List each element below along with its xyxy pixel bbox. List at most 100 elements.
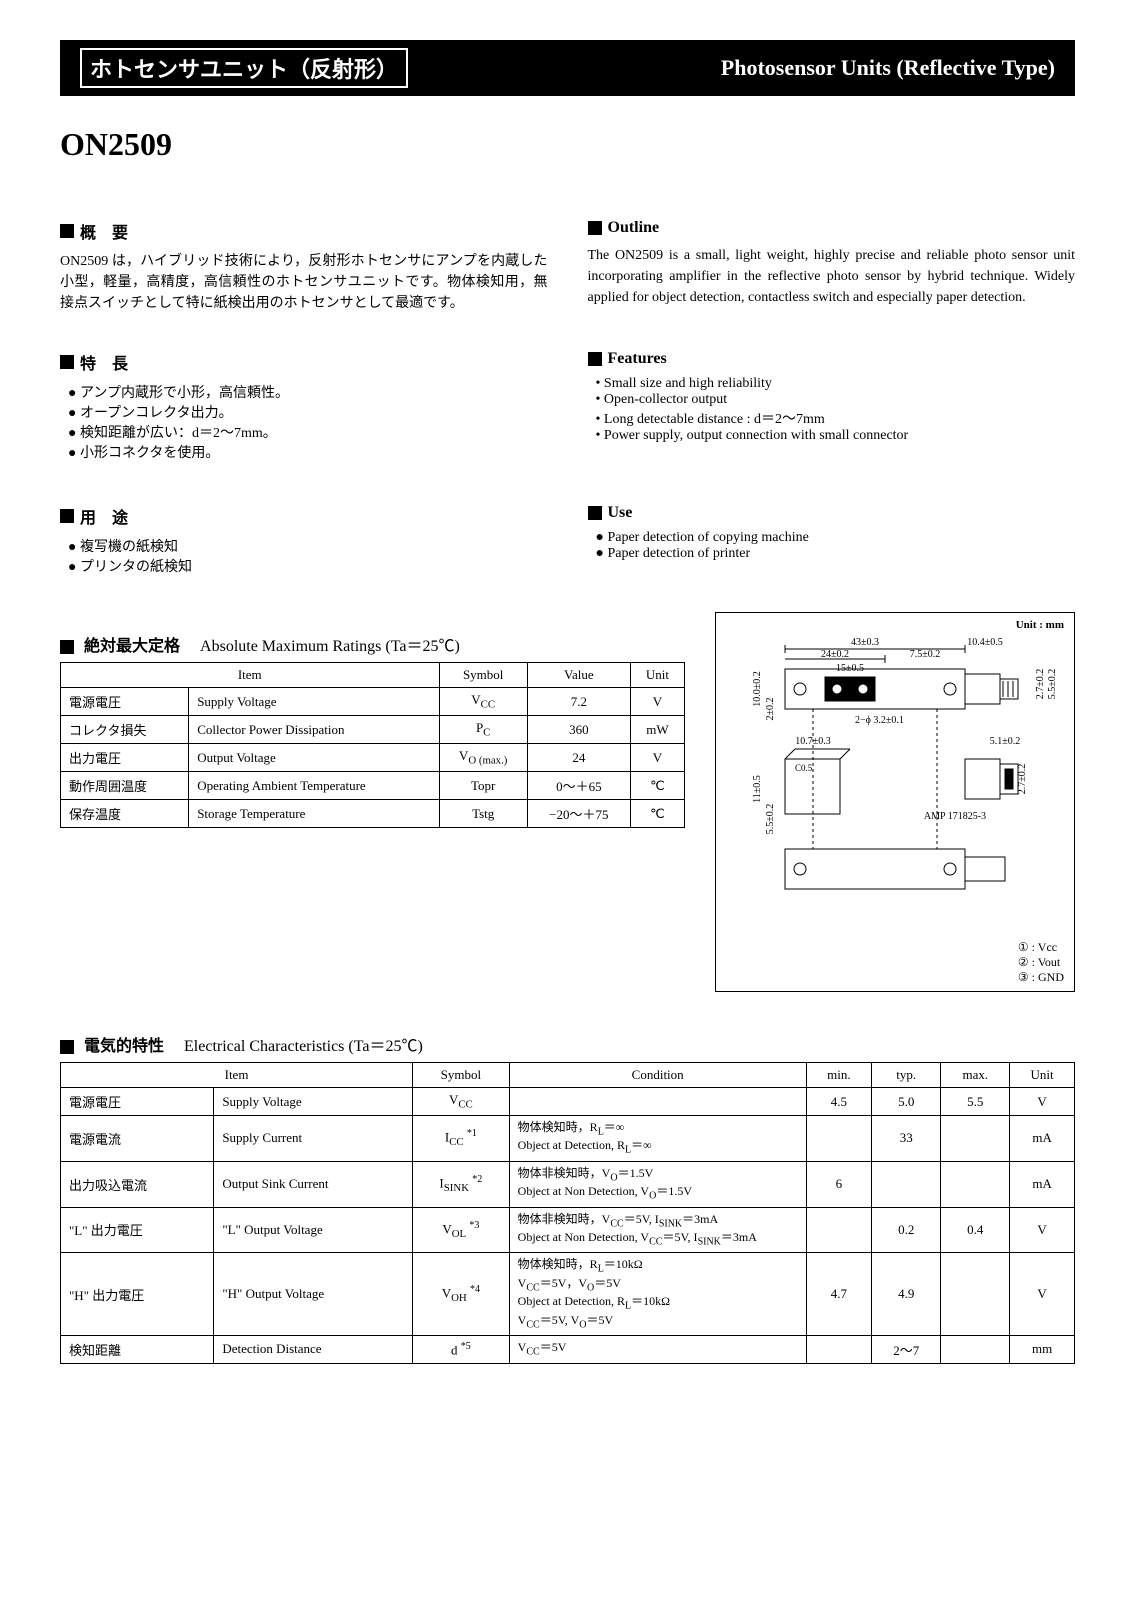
cell-unit: V (1010, 1088, 1075, 1116)
list-item: Paper detection of printer (596, 546, 1076, 562)
list-item: プリンタの紙検知 (68, 556, 548, 576)
list-item: 検知距離が広い：d＝2～7mm。 (68, 422, 548, 442)
pin-legend: ① : Vcc ② : Vout ③ : GND (1018, 940, 1064, 985)
cell-value: 7.2 (527, 688, 630, 716)
cell-max (941, 1335, 1010, 1363)
svg-text:5.5±0.2: 5.5±0.2 (1047, 669, 1058, 700)
svg-text:24±0.2: 24±0.2 (821, 649, 849, 660)
list-item: Open-collector output (596, 392, 1076, 408)
svg-text:5.5±0.2: 5.5±0.2 (765, 804, 776, 835)
th-value: Value (527, 663, 630, 688)
cell-condition: 物体非検知時，VO＝1.5VObject at Non Detection, V… (509, 1161, 806, 1207)
list-item: アンプ内蔵形で小形，高信頼性。 (68, 382, 548, 402)
table-row: 出力吸込電流Output Sink CurrentISINK *2物体非検知時，… (61, 1161, 1075, 1207)
outline-jp-title: 概 要 (60, 219, 548, 243)
cell-symbol: VCC (413, 1088, 510, 1116)
table-row: 動作周囲温度Operating Ambient TemperatureTopr0… (61, 772, 685, 800)
cell-jp: 検知距離 (61, 1335, 214, 1363)
svg-text:2±0.2: 2±0.2 (765, 698, 776, 721)
cell-unit: ℃ (630, 800, 684, 828)
cell-symbol: Topr (439, 772, 527, 800)
list-item: Long detectable distance : d＝2～7mm (596, 408, 1076, 428)
features-jp-title: 特 長 (60, 350, 548, 374)
cell-typ: 0.2 (872, 1207, 941, 1253)
table-row: 電源電圧Supply VoltageVCC7.2V (61, 688, 685, 716)
header-en: Photosensor Units (Reflective Type) (721, 55, 1055, 81)
features-jp-list: アンプ内蔵形で小形，高信頼性。 オープンコレクタ出力。 検知距離が広い：d＝2～… (60, 382, 548, 462)
cell-typ: 5.0 (872, 1088, 941, 1116)
cell-jp: "L" 出力電圧 (61, 1207, 214, 1253)
svg-text:7.5±0.2: 7.5±0.2 (910, 649, 941, 660)
diagram-unit-label: Unit : mm (1016, 619, 1064, 631)
cell-condition: 物体検知時，RL＝10kΩVCC＝5V，VO＝5VObject at Detec… (509, 1253, 806, 1336)
table-row: "H" 出力電圧"H" Output VoltageVOH *4物体検知時，RL… (61, 1253, 1075, 1336)
cell-en: Output Voltage (189, 744, 439, 772)
use-row: 用 途 複写機の紙検知 プリンタの紙検知 Use Paper detection… (60, 488, 1075, 582)
outline-en-title: Outline (588, 219, 1076, 237)
table-row: "L" 出力電圧"L" Output VoltageVOL *3物体非検知時，V… (61, 1207, 1075, 1253)
list-item: Power supply, output connection with sma… (596, 428, 1076, 444)
cell-typ: 33 (872, 1116, 941, 1162)
cell-en: Storage Temperature (189, 800, 439, 828)
th-unit: Unit (630, 663, 684, 688)
cell-condition: 物体非検知時，VCC＝5V, ISINK＝3mAObject at Non De… (509, 1207, 806, 1253)
absmax-title-en: Absolute Maximum Ratings (Ta＝25℃) (200, 638, 460, 655)
list-item: 小形コネクタを使用。 (68, 442, 548, 462)
cell-en: "H" Output Voltage (214, 1253, 413, 1336)
cell-en: Supply Current (214, 1116, 413, 1162)
cell-typ (872, 1161, 941, 1207)
th-min: min. (806, 1063, 871, 1088)
cell-min: 6 (806, 1161, 871, 1207)
cell-symbol: VCC (439, 688, 527, 716)
cell-unit: V (1010, 1253, 1075, 1336)
cell-symbol: ICC *1 (413, 1116, 510, 1162)
absmax-table: Item Symbol Value Unit 電源電圧Supply Voltag… (60, 662, 685, 828)
svg-text:AMP 171825-3: AMP 171825-3 (924, 811, 986, 822)
features-en-list: Small size and high reliability Open-col… (588, 376, 1076, 444)
table-row: 検知距離Detection Distanced *5VCC＝5V2～7mm (61, 1335, 1075, 1363)
th-item: Item (61, 663, 440, 688)
svg-text:11±0.5: 11±0.5 (752, 775, 763, 803)
pin-1: ① : Vcc (1018, 940, 1064, 955)
cell-jp: "H" 出力電圧 (61, 1253, 214, 1336)
cell-unit: mW (630, 716, 684, 744)
features-jp-col: 特 長 アンプ内蔵形で小形，高信頼性。 オープンコレクタ出力。 検知距離が広い：… (60, 334, 548, 468)
absmax-title-jp: 絶対最大定格 (84, 638, 180, 655)
svg-text:15±0.5: 15±0.5 (836, 663, 864, 674)
table-row: 保存温度Storage TemperatureTstg−20～＋75℃ (61, 800, 685, 828)
cell-min: 4.5 (806, 1088, 871, 1116)
cell-condition (509, 1088, 806, 1116)
table-row: コレクタ損失Collector Power DissipationPC360mW (61, 716, 685, 744)
cell-max (941, 1116, 1010, 1162)
absmax-block: 絶対最大定格 Absolute Maximum Ratings (Ta＝25℃)… (60, 612, 685, 828)
svg-text:2.7±0.2: 2.7±0.2 (1035, 669, 1046, 700)
th-item: Item (61, 1063, 413, 1088)
cell-en: "L" Output Voltage (214, 1207, 413, 1253)
use-jp-col: 用 途 複写機の紙検知 プリンタの紙検知 (60, 488, 548, 582)
cell-unit: ℃ (630, 772, 684, 800)
svg-text:43±0.3: 43±0.3 (851, 637, 879, 648)
cell-jp: 電源電圧 (61, 1088, 214, 1116)
dimension-diagram: Unit : mm (715, 612, 1075, 992)
use-jp-list: 複写機の紙検知 プリンタの紙検知 (60, 536, 548, 576)
cell-en: Collector Power Dissipation (189, 716, 439, 744)
cell-max: 5.5 (941, 1088, 1010, 1116)
th-typ: typ. (872, 1063, 941, 1088)
cell-min (806, 1207, 871, 1253)
cell-jp: 動作周囲温度 (61, 772, 189, 800)
cell-max: 0.4 (941, 1207, 1010, 1253)
svg-text:10.4±0.5: 10.4±0.5 (967, 637, 1003, 648)
use-en-title: Use (588, 504, 1076, 522)
outline-en-col: Outline The ON2509 is a small, light wei… (588, 203, 1076, 314)
cell-unit: V (1010, 1207, 1075, 1253)
cell-en: Supply Voltage (189, 688, 439, 716)
outline-row: 概 要 ON2509 は，ハイブリッド技術により，反射形ホトセンサにアンプを内蔵… (60, 203, 1075, 314)
absmax-diagram-row: 絶対最大定格 Absolute Maximum Ratings (Ta＝25℃)… (60, 612, 1075, 992)
use-jp-title: 用 途 (60, 504, 548, 528)
use-en-list: Paper detection of copying machine Paper… (588, 530, 1076, 562)
cell-jp: 電源電流 (61, 1116, 214, 1162)
cell-symbol: VOH *4 (413, 1253, 510, 1336)
cell-min (806, 1116, 871, 1162)
features-en-title: Features (588, 350, 1076, 368)
list-item: 複写機の紙検知 (68, 536, 548, 556)
